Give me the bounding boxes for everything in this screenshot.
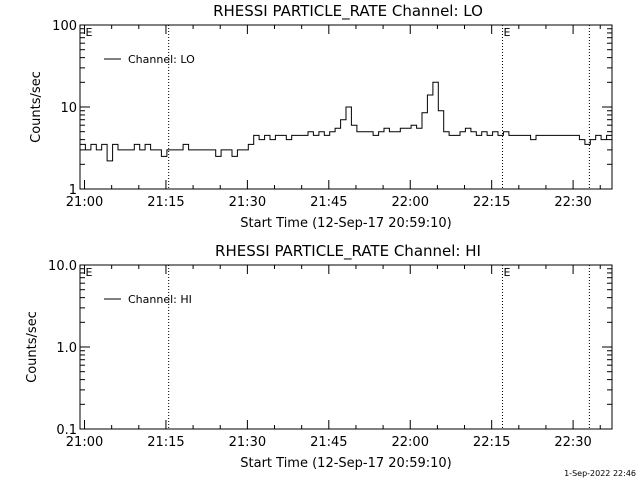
x-tick-label: 22:30 bbox=[554, 195, 591, 210]
x-axis-label-hi: Start Time (12-Sep-17 20:59:10) bbox=[240, 456, 451, 471]
x-tick-label: 22:15 bbox=[473, 435, 510, 450]
x-tick-label: 22:00 bbox=[392, 195, 429, 210]
x-ticks-lo: 21:00 21:15 21:30 21:45 22:00 22:15 22:30 bbox=[66, 25, 601, 210]
y-tick-label: 1 bbox=[69, 183, 77, 198]
chart-title-lo: RHESSI PARTICLE_RATE Channel: LO bbox=[213, 2, 483, 21]
event-marker: E bbox=[86, 266, 93, 279]
x-ticks-hi: 21:00 21:15 21:30 21:45 22:00 22:15 22:30 bbox=[66, 265, 601, 450]
x-tick-label: 21:45 bbox=[310, 435, 347, 450]
footer-timestamp: 1-Sep-2022 22:46 bbox=[564, 469, 636, 478]
chart-title-hi: RHESSI PARTICLE_RATE Channel: HI bbox=[215, 242, 481, 261]
x-tick-label: 21:45 bbox=[310, 195, 347, 210]
event-marker: E bbox=[504, 26, 511, 39]
y-axis-label-hi: Counts/sec bbox=[25, 311, 40, 383]
legend-label-lo: Channel: LO bbox=[128, 53, 195, 66]
x-tick-label: 21:15 bbox=[147, 435, 184, 450]
x-tick-label: 21:00 bbox=[66, 435, 103, 450]
legend-label-hi: Channel: HI bbox=[128, 293, 192, 306]
y-tick-label: 10 bbox=[60, 101, 77, 116]
y-tick-label: 10.0 bbox=[48, 259, 77, 274]
x-tick-label: 22:00 bbox=[392, 435, 429, 450]
legend-lo: Channel: LO bbox=[104, 53, 195, 66]
x-tick-label: 22:15 bbox=[473, 195, 510, 210]
y-ticks-lo: 1 10 100 bbox=[52, 19, 612, 198]
y-axis-label-lo: Counts/sec bbox=[29, 71, 44, 143]
x-tick-label: 21:30 bbox=[229, 195, 266, 210]
y-tick-label: 100 bbox=[52, 19, 77, 34]
vlines-lo bbox=[168, 25, 590, 189]
x-axis-label-lo: Start Time (12-Sep-17 20:59:10) bbox=[240, 216, 451, 231]
panel-lo: RHESSI PARTICLE_RATE Channel: LO Counts/… bbox=[29, 2, 613, 231]
event-marker: E bbox=[86, 26, 93, 39]
event-marker: E bbox=[504, 266, 511, 279]
y-tick-label: 0.1 bbox=[56, 423, 77, 438]
series-line-lo bbox=[80, 81, 612, 162]
panel-hi: RHESSI PARTICLE_RATE Channel: HI Counts/… bbox=[25, 242, 613, 471]
vlines-hi bbox=[168, 265, 590, 429]
legend-hi: Channel: HI bbox=[104, 293, 192, 306]
x-tick-label: 22:30 bbox=[554, 435, 591, 450]
x-tick-label: 21:00 bbox=[66, 195, 103, 210]
x-tick-label: 21:30 bbox=[229, 435, 266, 450]
y-tick-label: 1.0 bbox=[56, 341, 77, 356]
y-ticks-hi: 0.1 1.0 10.0 bbox=[48, 259, 612, 438]
x-tick-label: 21:15 bbox=[147, 195, 184, 210]
plot-frame-hi bbox=[79, 264, 613, 430]
